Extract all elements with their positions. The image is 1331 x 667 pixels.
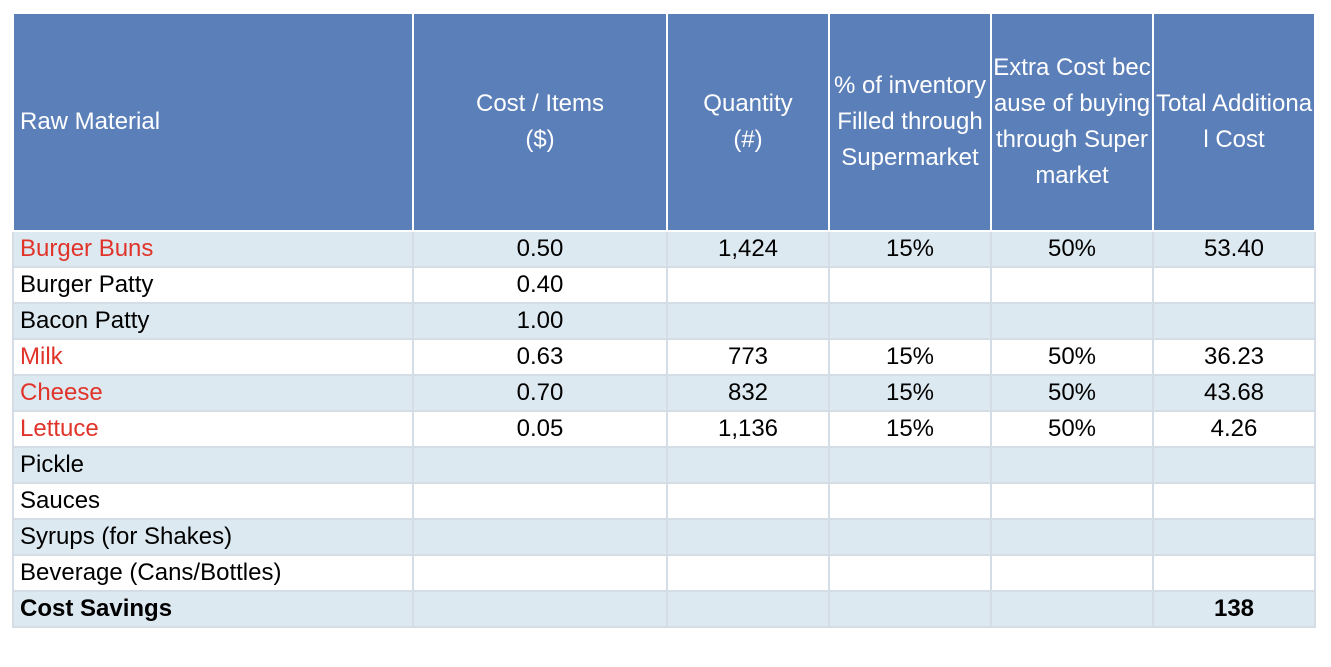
quantity-cell [666,518,830,556]
cost-savings-row: Cost Savings 138 [12,590,1316,628]
total-cell [1152,518,1316,556]
raw-material-cost-table: Raw Material Cost / Items ($) Quantity (#)… [12,12,1316,628]
raw-material-cell: Syrups (for Shakes) [12,518,414,556]
header-line: Quantity [703,90,793,117]
extra-cost-cell: 50% [990,338,1154,376]
header-extra-cost: Extra Cost because of buying through Sup… [990,12,1154,232]
quantity-cell [666,302,830,340]
table-row: Lettuce 0.05 1,136 15% 50% 4.26 [12,410,1316,448]
empty-cell [990,590,1154,628]
extra-cost-cell [990,554,1154,592]
empty-cell [666,590,830,628]
quantity-cell: 832 [666,374,830,412]
cost-cell: 1.00 [412,302,668,340]
table-body: Burger Buns 0.50 1,424 15% 50% 53.40 Burger Pa… [12,230,1316,628]
cost-cell: 0.40 [412,266,668,304]
raw-material-cell: Burger Patty [12,266,414,304]
percent-cell [828,482,992,520]
total-cell: 43.68 [1152,374,1316,412]
extra-cost-cell [990,518,1154,556]
raw-material-cell: Sauces [12,482,414,520]
table-row: Syrups (for Shakes) [12,518,1316,556]
total-cell: 36.23 [1152,338,1316,376]
percent-cell: 15% [828,374,992,412]
total-cell: 4.26 [1152,410,1316,448]
cost-cell [412,482,668,520]
total-cell [1152,266,1316,304]
percent-cell [828,446,992,484]
header-line: ($) [525,126,555,153]
cost-cell: 0.70 [412,374,668,412]
empty-cell [828,590,992,628]
empty-cell [412,590,668,628]
table-row: Bacon Patty 1.00 [12,302,1316,340]
percent-cell: 15% [828,230,992,268]
table-row: Cheese 0.70 832 15% 50% 43.68 [12,374,1316,412]
raw-material-cell: Beverage (Cans/Bottles) [12,554,414,592]
quantity-cell [666,554,830,592]
raw-material-cell: Lettuce [12,410,414,448]
quantity-cell: 773 [666,338,830,376]
total-cell [1152,302,1316,340]
cost-savings-label: Cost Savings [12,590,414,628]
total-cell [1152,446,1316,484]
extra-cost-cell: 50% [990,374,1154,412]
percent-cell [828,518,992,556]
raw-material-cell: Bacon Patty [12,302,414,340]
header-total-additional-cost: Total Additional Cost [1152,12,1316,232]
table-container: Raw Material Cost / Items ($) Quantity (#)… [12,12,1316,628]
header-raw-material: Raw Material [12,12,414,232]
quantity-cell [666,266,830,304]
table-row: Milk 0.63 773 15% 50% 36.23 [12,338,1316,376]
header-percent-inventory: % of inventory Filled through Supermarke… [828,12,992,232]
table-row: Pickle [12,446,1316,484]
cost-cell: 0.05 [412,410,668,448]
cost-cell [412,446,668,484]
table-row: Sauces [12,482,1316,520]
quantity-cell: 1,136 [666,410,830,448]
extra-cost-cell [990,446,1154,484]
cost-cell [412,554,668,592]
percent-cell: 15% [828,410,992,448]
total-cell: 53.40 [1152,230,1316,268]
percent-cell: 15% [828,338,992,376]
header-line: (#) [733,126,763,153]
header-quantity: Quantity (#) [666,12,830,232]
cost-cell: 0.63 [412,338,668,376]
percent-cell [828,266,992,304]
table-row: Burger Patty 0.40 [12,266,1316,304]
extra-cost-cell [990,482,1154,520]
raw-material-cell: Cheese [12,374,414,412]
table-row: Beverage (Cans/Bottles) [12,554,1316,592]
raw-material-cell: Pickle [12,446,414,484]
total-cell [1152,482,1316,520]
raw-material-cell: Burger Buns [12,230,414,268]
quantity-cell: 1,424 [666,230,830,268]
cost-cell [412,518,668,556]
quantity-cell [666,482,830,520]
percent-cell [828,302,992,340]
percent-cell [828,554,992,592]
table-header: Raw Material Cost / Items ($) Quantity (#)… [12,12,1316,232]
extra-cost-cell [990,302,1154,340]
header-row: Raw Material Cost / Items ($) Quantity (#)… [12,12,1316,232]
header-cost-per-item: Cost / Items ($) [412,12,668,232]
raw-material-cell: Milk [12,338,414,376]
cost-cell: 0.50 [412,230,668,268]
header-line: Cost / Items [475,90,605,117]
extra-cost-cell: 50% [990,410,1154,448]
quantity-cell [666,446,830,484]
cost-savings-total: 138 [1152,590,1316,628]
table-row: Burger Buns 0.50 1,424 15% 50% 53.40 [12,230,1316,268]
total-cell [1152,554,1316,592]
extra-cost-cell: 50% [990,230,1154,268]
extra-cost-cell [990,266,1154,304]
